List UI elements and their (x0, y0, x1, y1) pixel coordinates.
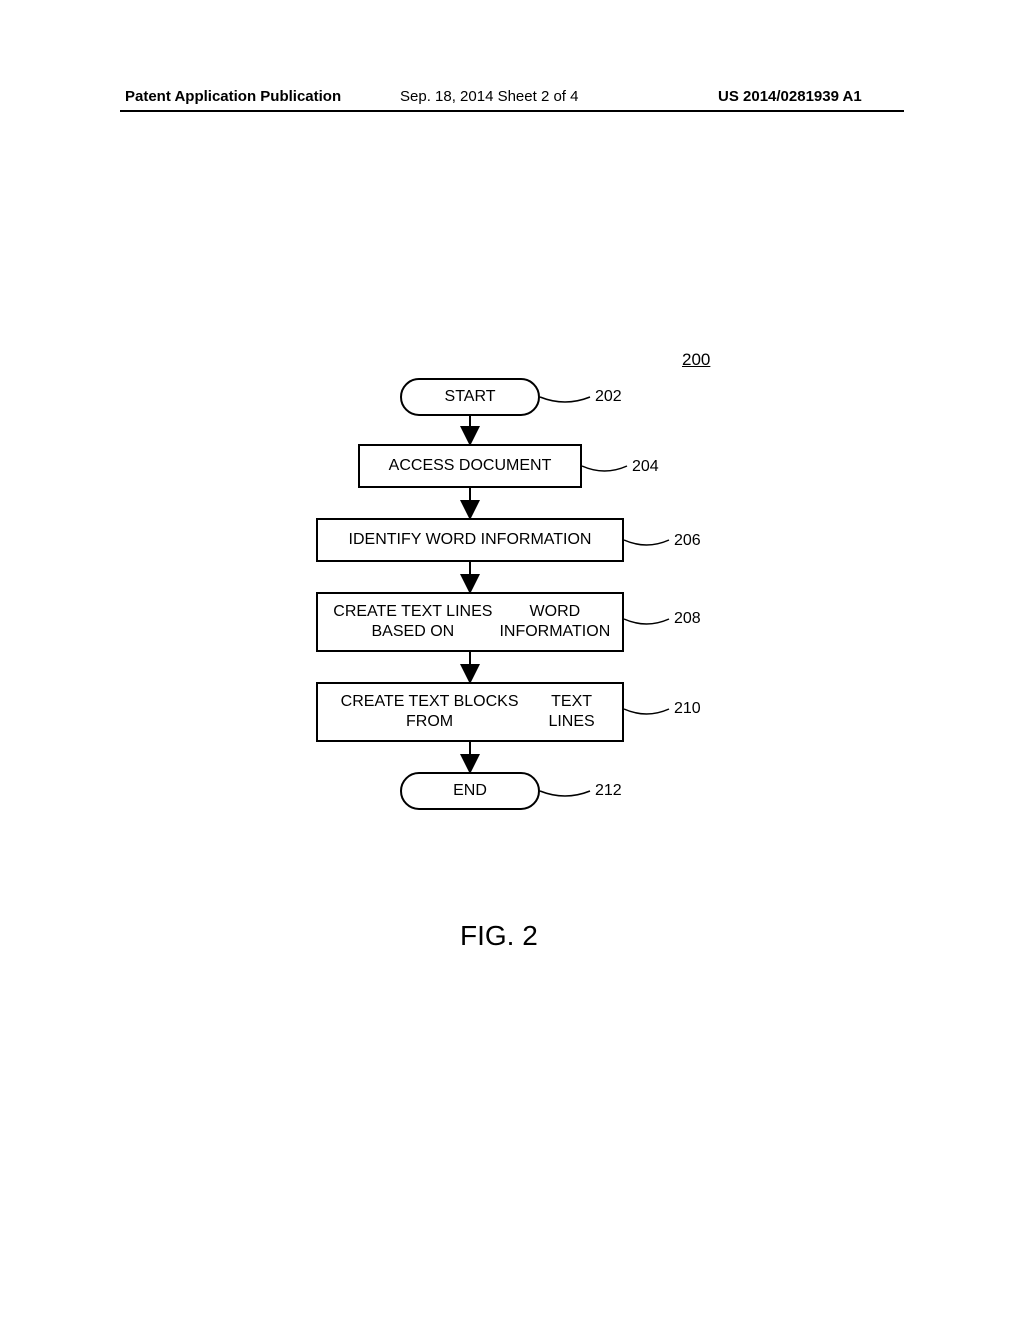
flow-node-lines: CREATE TEXT LINES BASED ONWORD INFORMATI… (316, 592, 624, 652)
ref-label-206: 206 (674, 532, 701, 550)
ref-leader-ident (624, 540, 669, 545)
ref-label-208: 208 (674, 610, 701, 628)
header-center: Sep. 18, 2014 Sheet 2 of 4 (400, 88, 578, 105)
ref-leader-lines (624, 619, 669, 624)
flow-node-end: END (400, 772, 540, 810)
flow-node-start: START (400, 378, 540, 416)
flowchart-ref-number: 200 (682, 350, 710, 370)
ref-leader-start (540, 397, 590, 402)
ref-label-204: 204 (632, 458, 659, 476)
figure-caption: FIG. 2 (460, 920, 538, 952)
flow-node-ident: IDENTIFY WORD INFORMATION (316, 518, 624, 562)
flow-node-access: ACCESS DOCUMENT (358, 444, 582, 488)
ref-label-202: 202 (595, 388, 622, 406)
flowchart-connectors (0, 0, 1024, 1320)
ref-label-210: 210 (674, 700, 701, 718)
ref-leader-blocks (624, 709, 669, 714)
header-right: US 2014/0281939 A1 (718, 88, 862, 105)
patent-page: Patent Application Publication Sep. 18, … (0, 0, 1024, 1320)
ref-leader-end (540, 791, 590, 796)
page-header: Patent Application Publication Sep. 18, … (0, 88, 1024, 112)
header-rule (120, 110, 904, 112)
header-left: Patent Application Publication (125, 88, 341, 105)
ref-leader-access (582, 466, 627, 471)
ref-label-212: 212 (595, 782, 622, 800)
flow-node-blocks: CREATE TEXT BLOCKS FROMTEXT LINES (316, 682, 624, 742)
